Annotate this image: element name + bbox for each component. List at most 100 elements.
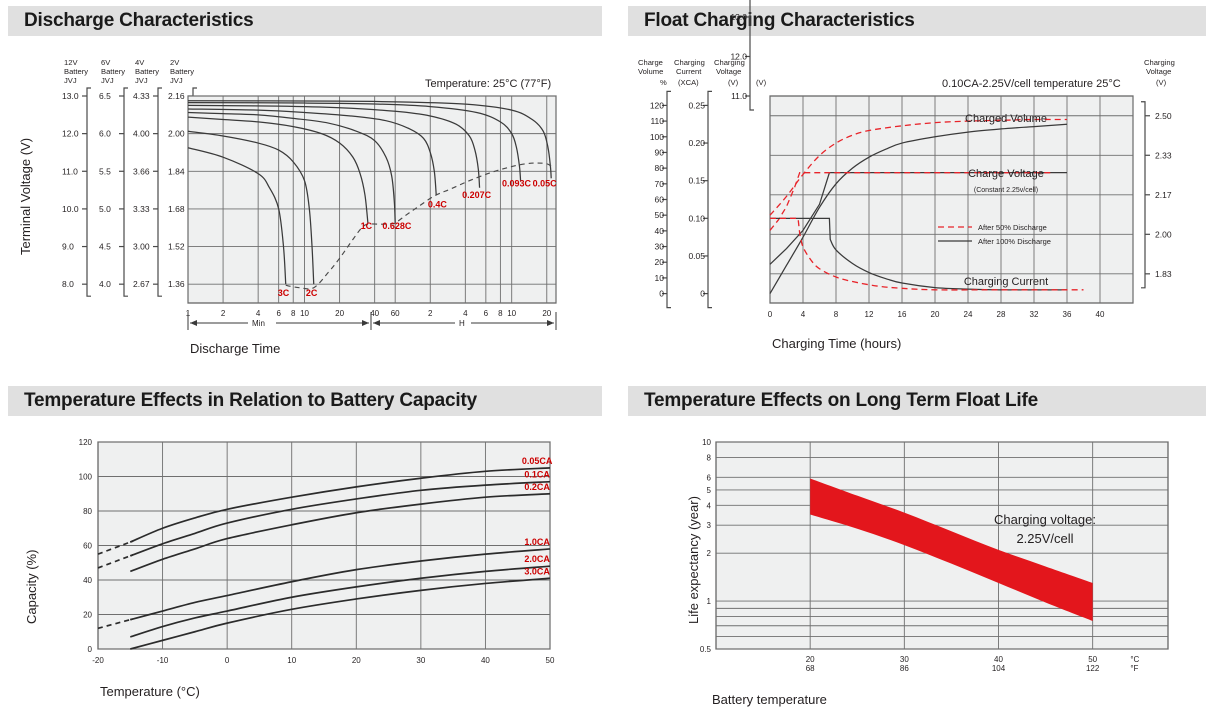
discharge-temperature-annotation: Temperature: 25°C (77°F) xyxy=(425,78,551,90)
svg-text:(Constant 2.25v/cell): (Constant 2.25v/cell) xyxy=(974,187,1038,194)
float-legend: After 50% Discharge After 100% Discharge xyxy=(938,223,1051,246)
svg-text:4.5: 4.5 xyxy=(99,242,111,252)
capacity-y-axis-label: Capacity (%) xyxy=(24,550,39,624)
floatlife-x-axis-label: Battery temperature xyxy=(712,692,827,707)
capacity-curve-labels: 0.05CA 0.1CA 0.2CA 1.0CA 2.0CA 3.0CA xyxy=(522,456,553,576)
svg-text:2: 2 xyxy=(428,309,433,318)
svg-text:12: 12 xyxy=(865,310,874,319)
svg-text:1.68: 1.68 xyxy=(168,204,185,214)
panel-float-charging: Float Charging Characteristics Charge Vo… xyxy=(620,0,1214,370)
svg-text:0: 0 xyxy=(225,656,230,665)
svg-text:JVJ: JVJ xyxy=(170,76,183,85)
svg-text:100: 100 xyxy=(650,132,664,142)
svg-text:1.84: 1.84 xyxy=(168,166,185,176)
float-legend-item-1: After 100% Discharge xyxy=(978,237,1051,246)
svg-text:0.628C: 0.628C xyxy=(382,221,412,231)
svg-text:5.5: 5.5 xyxy=(99,166,111,176)
svg-text:2C: 2C xyxy=(306,288,318,298)
svg-text:0.4C: 0.4C xyxy=(428,200,448,210)
svg-text:68: 68 xyxy=(806,664,815,673)
svg-text:5: 5 xyxy=(707,486,712,495)
svg-text:3.33: 3.33 xyxy=(133,204,150,214)
svg-text:6: 6 xyxy=(484,309,489,318)
capacity-x-axis-label: Temperature (°C) xyxy=(100,684,200,699)
svg-text:6.5: 6.5 xyxy=(99,91,111,101)
svg-text:2.00: 2.00 xyxy=(168,129,185,139)
svg-text:36: 36 xyxy=(1063,310,1072,319)
svg-text:30: 30 xyxy=(655,242,665,252)
svg-text:3.00: 3.00 xyxy=(133,242,150,252)
svg-text:20: 20 xyxy=(83,611,92,620)
svg-text:Voltage: Voltage xyxy=(1146,67,1171,76)
svg-text:50: 50 xyxy=(655,210,665,220)
svg-text:2: 2 xyxy=(221,309,226,318)
floatlife-title: Temperature Effects on Long Term Float L… xyxy=(644,390,1038,411)
discharge-x-axis-label: Discharge Time xyxy=(190,341,280,356)
svg-text:2.33: 2.33 xyxy=(1155,150,1172,160)
svg-text:10: 10 xyxy=(300,309,309,318)
svg-text:40: 40 xyxy=(83,576,92,585)
svg-text:3C: 3C xyxy=(278,288,290,298)
svg-text:86: 86 xyxy=(900,664,909,673)
svg-text:40: 40 xyxy=(1096,310,1105,319)
svg-text:2V: 2V xyxy=(170,58,180,67)
svg-text:32: 32 xyxy=(1030,310,1039,319)
svg-text:8.0: 8.0 xyxy=(62,279,74,289)
panel-float-life: Temperature Effects on Long Term Float L… xyxy=(620,380,1214,726)
discharge-chart: 12V Battery JVJ 6V Battery JVJ 4V Batter… xyxy=(18,58,557,356)
svg-text:0: 0 xyxy=(659,289,664,299)
panel-capacity: Temperature Effects in Relation to Batte… xyxy=(0,380,610,726)
floatlife-y-axis-label: Life expectancy (year) xyxy=(686,496,701,624)
svg-text:H: H xyxy=(459,319,465,328)
svg-text:0.2CA: 0.2CA xyxy=(524,482,550,492)
svg-text:0.15: 0.15 xyxy=(688,176,705,186)
svg-text:20: 20 xyxy=(335,309,344,318)
floatlife-red-band xyxy=(810,478,1093,621)
svg-text:8: 8 xyxy=(834,310,839,319)
svg-text:-20: -20 xyxy=(92,656,104,665)
svg-text:JVJ: JVJ xyxy=(64,76,77,85)
svg-text:Battery: Battery xyxy=(64,67,88,76)
svg-text:20: 20 xyxy=(542,309,551,318)
svg-text:4V: 4V xyxy=(135,58,145,67)
discharge-plot-area xyxy=(187,95,557,304)
svg-text:0.05C: 0.05C xyxy=(533,179,558,189)
float-scale-headers: Charge Volume % Charging Current (XCA) C… xyxy=(638,58,1175,87)
capacity-header: Temperature Effects in Relation to Batte… xyxy=(8,386,602,416)
svg-text:0: 0 xyxy=(768,310,773,319)
svg-text:10.0: 10.0 xyxy=(62,204,79,214)
discharge-scale-headers: 12V Battery JVJ 6V Battery JVJ 4V Batter… xyxy=(64,58,194,85)
svg-text:Charge: Charge xyxy=(638,58,663,67)
capacity-title: Temperature Effects in Relation to Batte… xyxy=(24,390,477,411)
capacity-gridlines xyxy=(98,441,551,650)
svg-text:2.00: 2.00 xyxy=(1155,229,1172,239)
svg-text:Volume: Volume xyxy=(638,67,663,76)
float-legend-item-0: After 50% Discharge xyxy=(978,223,1047,232)
svg-text:1.52: 1.52 xyxy=(168,242,185,252)
svg-text:120: 120 xyxy=(79,438,93,447)
svg-text:0.207C: 0.207C xyxy=(462,190,492,200)
svg-text:4: 4 xyxy=(463,309,468,318)
discharge-curves xyxy=(187,100,552,290)
svg-text:4.33: 4.33 xyxy=(133,91,150,101)
svg-text:1.0CA: 1.0CA xyxy=(524,537,550,547)
svg-text:0.05CA: 0.05CA xyxy=(522,456,553,466)
svg-text:12.0: 12.0 xyxy=(62,129,79,139)
svg-text:20: 20 xyxy=(931,310,940,319)
discharge-curve-labels: 3C 2C 1C 0.628C 0.4C 0.207C 0.093C 0.05C xyxy=(278,179,557,298)
svg-text:12.0: 12.0 xyxy=(730,51,747,61)
discharge-title: Discharge Characteristics xyxy=(24,10,254,31)
svg-text:6: 6 xyxy=(707,473,712,482)
float-header: Float Charging Characteristics xyxy=(628,6,1206,36)
discharge-axis-brackets: Min H xyxy=(187,312,557,330)
svg-text:0.10: 0.10 xyxy=(688,213,705,223)
svg-text:20: 20 xyxy=(655,257,665,267)
svg-text:10: 10 xyxy=(702,438,711,447)
svg-text:40: 40 xyxy=(655,226,665,236)
svg-text:0.05: 0.05 xyxy=(688,251,705,261)
discharge-y-axis-label: Terminal Voltage (V) xyxy=(18,138,33,255)
svg-text:Charging: Charging xyxy=(674,58,705,67)
svg-text:0.20: 0.20 xyxy=(688,138,705,148)
svg-text:4.00: 4.00 xyxy=(133,129,150,139)
